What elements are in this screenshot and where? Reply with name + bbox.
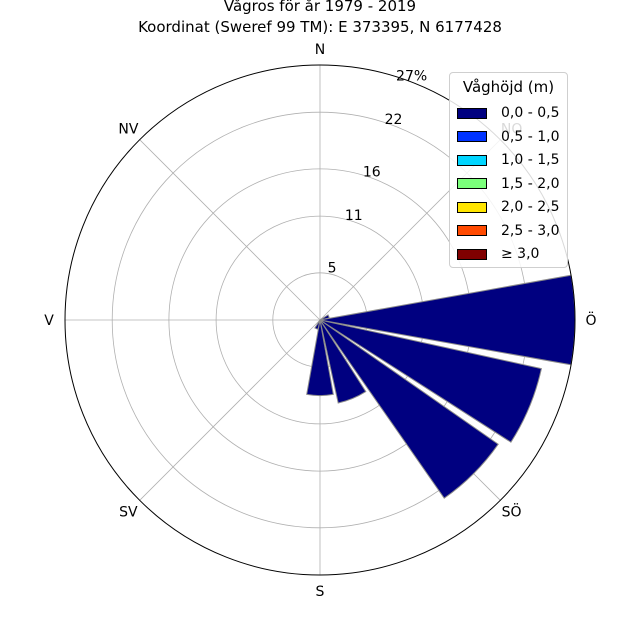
legend-label: 0,0 - 0,5 <box>501 105 560 121</box>
radial-tick-label: 22 <box>385 112 403 128</box>
bar-N-157.5 <box>319 319 367 404</box>
legend-swatch <box>457 131 487 142</box>
bar-N-135 <box>319 319 499 499</box>
legend-swatch <box>457 225 487 236</box>
legend-item: 2,5 - 3,0 <box>457 223 559 239</box>
legend-label: 2,5 - 3,0 <box>501 222 560 239</box>
legend-item: ≥ 3,0 <box>457 246 539 262</box>
legend-item: 0,0 - 0,5 <box>457 105 559 121</box>
direction-label-SV: SV <box>119 505 138 521</box>
radial-tick-label: 5 <box>328 260 337 276</box>
legend-item: 1,5 - 2,0 <box>457 176 559 192</box>
legend-label: 0,5 - 1,0 <box>501 128 560 145</box>
chart-title: Vågros för år 1979 - 2019 <box>223 0 417 15</box>
direction-label-V: V <box>44 313 54 329</box>
legend-swatch <box>457 248 487 260</box>
legend: Våghöjd (m) 0,0 - 0,5 0,5 - 1,0 1,0 - 1,5 1… <box>449 72 568 268</box>
direction-label-Ö: Ö <box>585 311 596 329</box>
legend-item: 0,5 - 1,0 <box>457 129 559 145</box>
legend-title: Våghöjd (m) <box>462 78 555 96</box>
legend-swatch <box>457 154 487 166</box>
legend-label: 1,5 - 2,0 <box>501 175 560 192</box>
outer-circle <box>64 64 576 576</box>
legend-swatch <box>457 107 487 119</box>
legend-swatch <box>457 201 487 213</box>
legend-label: 1,0 - 1,5 <box>501 152 560 168</box>
grid-spoke <box>139 319 321 501</box>
grid-spoke <box>139 139 321 321</box>
direction-label-SÖ: SÖ <box>502 503 522 521</box>
radial-tick-label: 11 <box>345 208 363 224</box>
chart-subtitle: Koordinat (Sweref 99 TM): E 373395, N 61… <box>138 18 502 36</box>
legend-label: ≥ 3,0 <box>501 246 540 262</box>
bar-N-180 <box>306 319 334 397</box>
bar-N-112.5 <box>319 319 542 443</box>
radial-tick-label: 27% <box>396 68 427 84</box>
direction-label-NV: NV <box>118 121 138 137</box>
bar-N-202.5 <box>314 319 321 330</box>
legend-item: 1,0 - 1,5 <box>457 152 559 168</box>
direction-label-N: N <box>315 42 325 58</box>
legend-label: 2,0 - 2,5 <box>501 199 560 215</box>
legend-item: 2,0 - 2,5 <box>457 199 559 215</box>
radial-tick-label: 16 <box>363 164 381 180</box>
legend-swatch <box>457 178 487 189</box>
direction-label-S: S <box>316 584 325 600</box>
